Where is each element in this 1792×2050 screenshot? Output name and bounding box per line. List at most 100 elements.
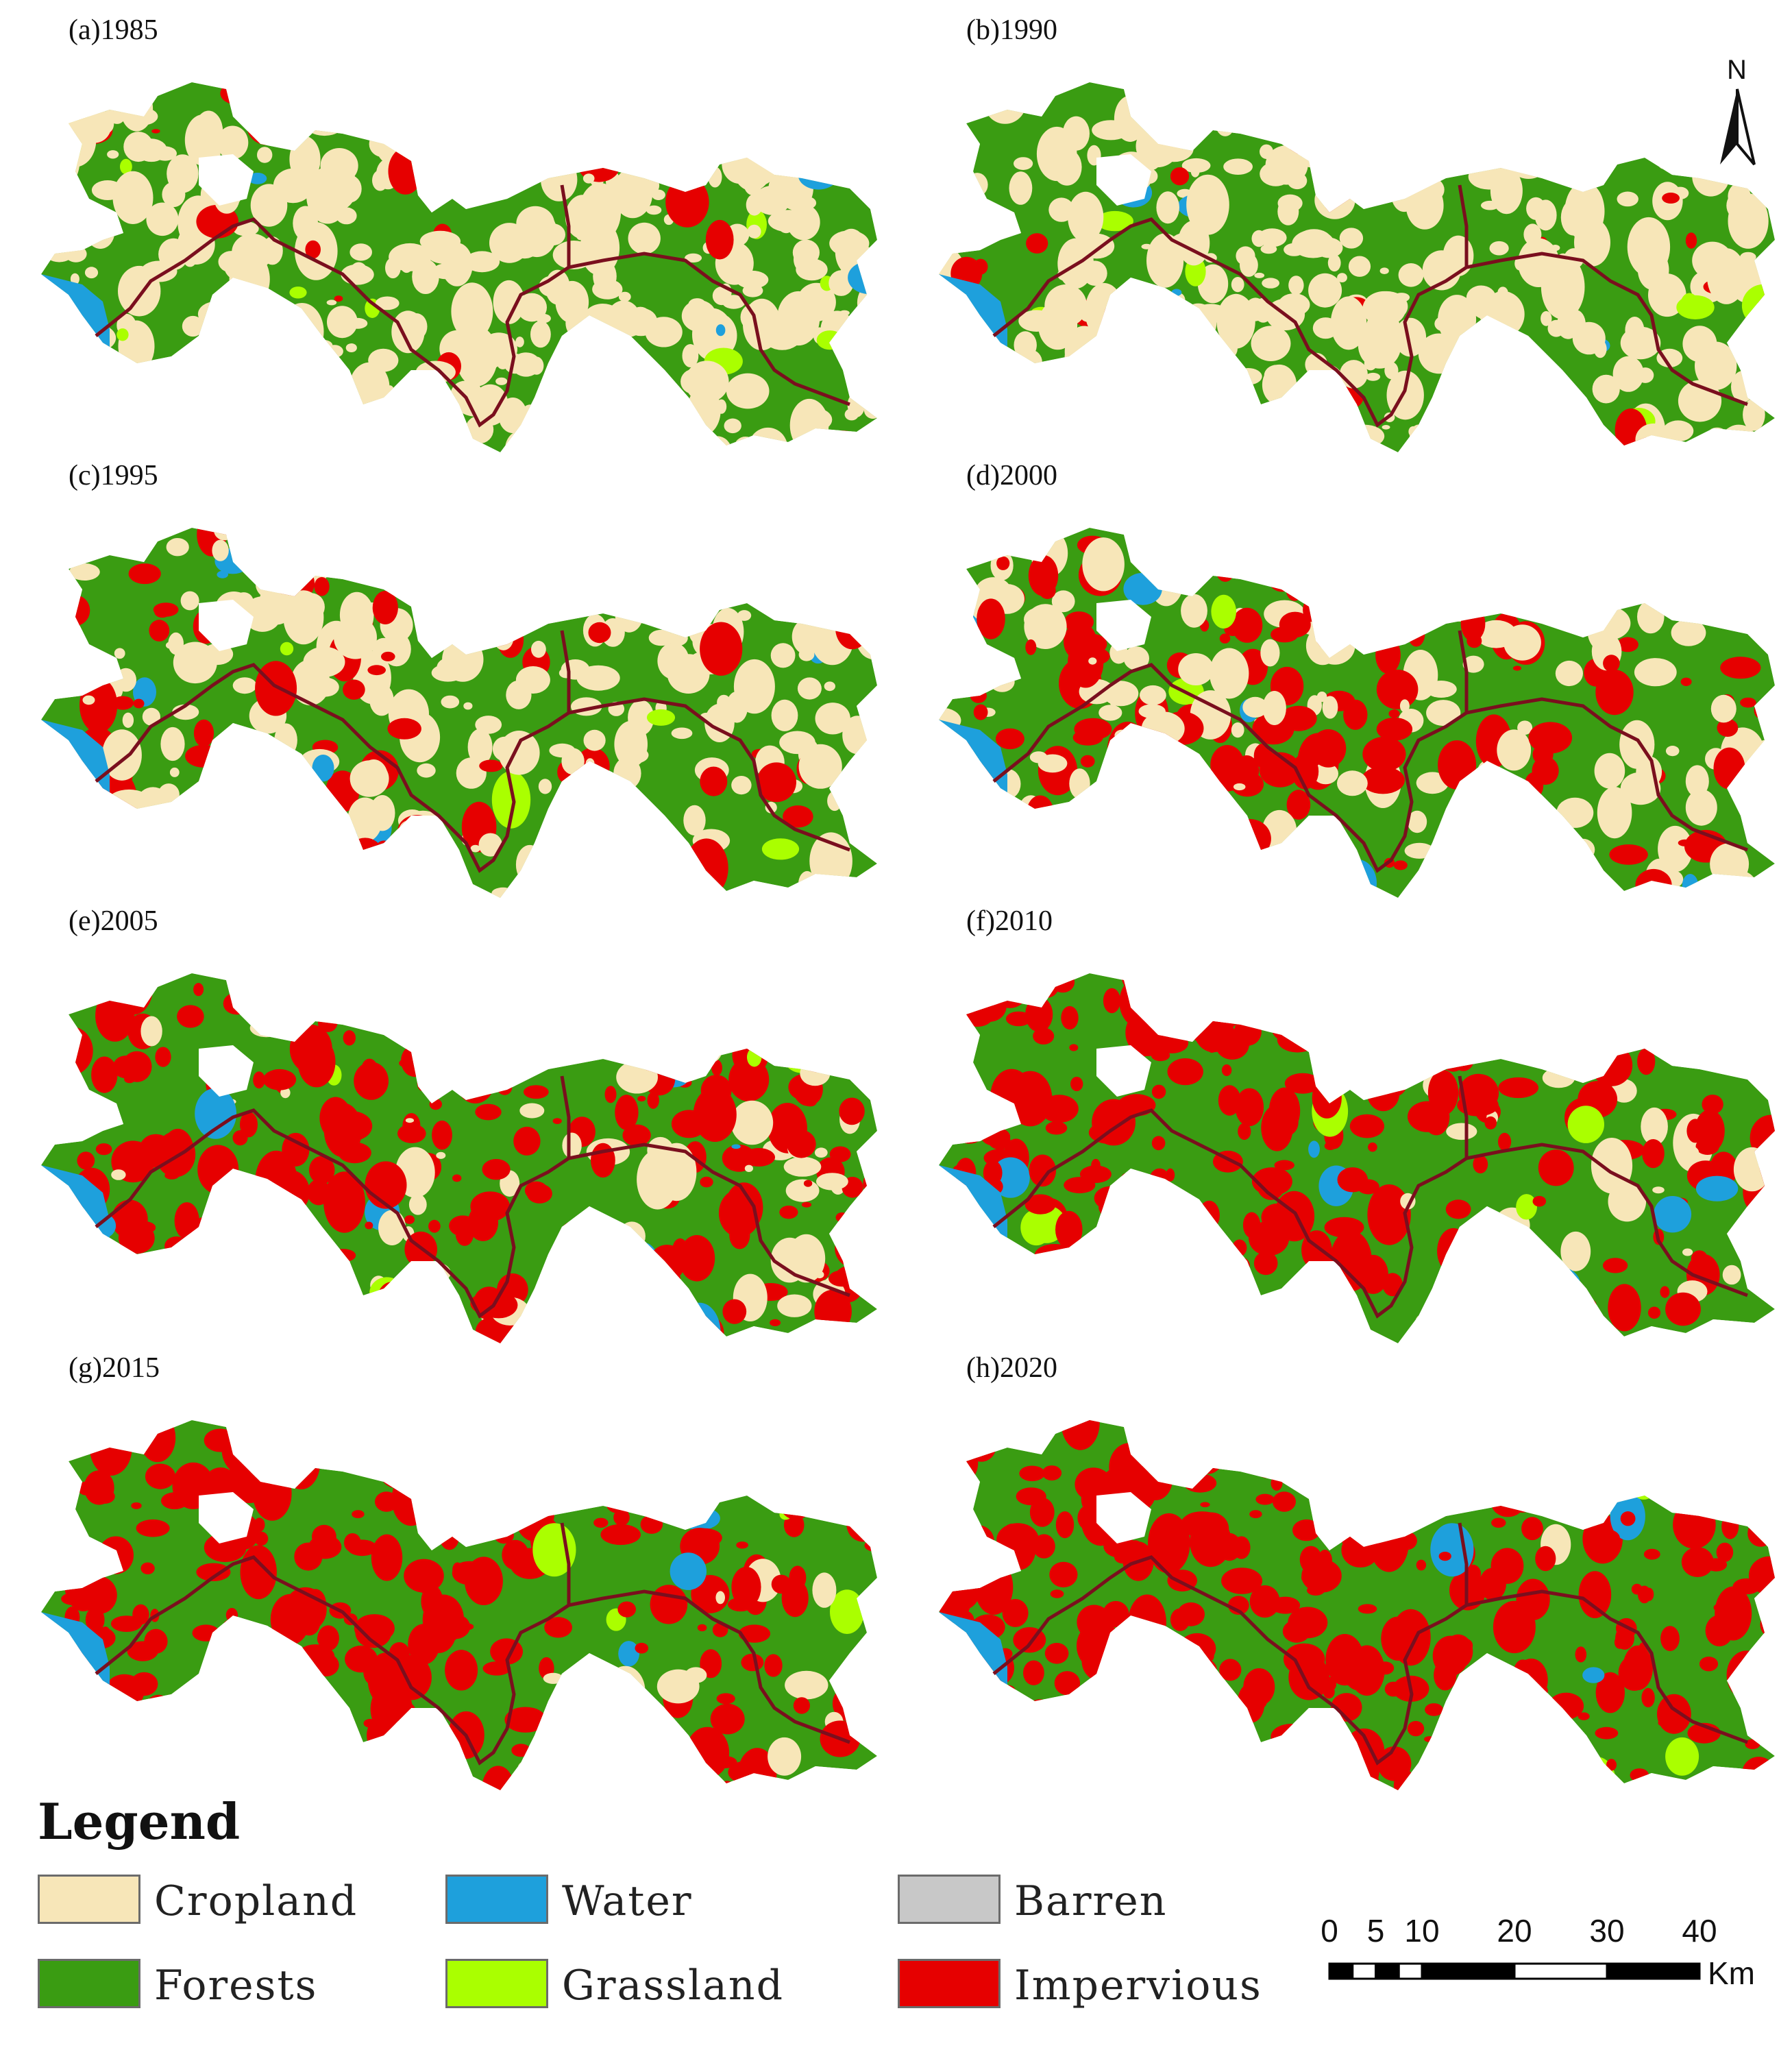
land-cover-patch bbox=[1682, 1248, 1693, 1256]
land-cover-patch bbox=[1702, 539, 1734, 575]
land-cover-patch bbox=[254, 1531, 269, 1546]
land-cover-patch bbox=[217, 125, 249, 160]
land-cover-patch bbox=[1397, 997, 1425, 1014]
land-cover-patch bbox=[72, 880, 85, 894]
land-cover-patch bbox=[118, 385, 160, 417]
land-cover-patch bbox=[539, 133, 556, 147]
land-cover-patch bbox=[941, 615, 959, 633]
land-cover-patch bbox=[1750, 1061, 1767, 1082]
land-cover-patch bbox=[349, 243, 372, 261]
land-cover-patch bbox=[1401, 156, 1441, 201]
land-cover-patch bbox=[1114, 729, 1130, 742]
land-cover-patch bbox=[1398, 263, 1424, 287]
land-cover-patch bbox=[663, 986, 682, 1007]
land-cover-patch bbox=[404, 1559, 444, 1593]
land-cover-patch bbox=[1425, 1703, 1443, 1716]
land-cover-patch bbox=[41, 1421, 79, 1463]
land-cover-patch bbox=[685, 1667, 707, 1683]
land-cover-patch bbox=[262, 1658, 277, 1676]
land-cover-patch bbox=[423, 1770, 447, 1784]
land-cover-patch bbox=[1455, 852, 1473, 876]
land-cover-patch bbox=[1231, 277, 1244, 293]
land-cover-patch bbox=[513, 136, 548, 181]
land-cover-patch bbox=[647, 1420, 676, 1438]
land-cover-patch bbox=[597, 1293, 615, 1319]
land-cover-patch bbox=[1525, 1317, 1558, 1343]
land-cover-patch bbox=[585, 1280, 604, 1299]
land-cover-patch bbox=[460, 554, 482, 577]
land-cover-patch bbox=[1573, 91, 1591, 112]
land-cover-patch bbox=[461, 1782, 471, 1790]
land-cover-patch bbox=[1221, 1567, 1263, 1594]
land-cover-patch bbox=[377, 412, 421, 452]
land-cover-patch bbox=[1527, 1315, 1538, 1321]
land-cover-patch bbox=[1103, 382, 1134, 421]
land-cover-patch bbox=[447, 135, 458, 145]
land-cover-patch bbox=[939, 739, 972, 760]
land-cover-patch bbox=[479, 759, 503, 772]
land-cover-patch bbox=[1276, 1430, 1306, 1450]
land-cover-patch bbox=[1075, 365, 1094, 387]
land-cover-patch bbox=[665, 103, 687, 134]
land-cover-patch bbox=[1284, 243, 1305, 256]
land-cover-patch bbox=[1120, 754, 1164, 796]
land-cover-patch bbox=[1608, 531, 1638, 571]
land-cover-patch bbox=[305, 240, 321, 259]
land-cover-patch bbox=[1556, 797, 1594, 828]
land-cover-patch bbox=[1135, 1429, 1149, 1439]
land-cover-patch bbox=[69, 1292, 79, 1301]
land-cover-patch bbox=[425, 550, 446, 579]
land-cover-patch bbox=[355, 1617, 392, 1648]
land-cover-patch bbox=[1234, 1742, 1277, 1790]
land-cover-patch bbox=[1294, 85, 1318, 114]
land-cover-patch bbox=[1451, 594, 1473, 607]
land-cover-patch bbox=[793, 1697, 810, 1714]
land-cover-patch bbox=[1713, 747, 1745, 790]
land-cover-patch bbox=[1481, 200, 1499, 210]
land-cover-patch bbox=[289, 528, 319, 558]
land-cover-patch bbox=[858, 157, 877, 195]
land-cover-patch bbox=[300, 1265, 335, 1305]
land-cover-patch bbox=[981, 419, 1011, 452]
land-cover-patch bbox=[1057, 822, 1081, 834]
legend-label: Impervious bbox=[1014, 1962, 1262, 2010]
land-cover-patch bbox=[1429, 1031, 1438, 1042]
land-cover-patch bbox=[1504, 443, 1523, 452]
land-cover-patch bbox=[1418, 87, 1434, 103]
land-cover-patch bbox=[757, 1025, 775, 1047]
land-cover-patch bbox=[733, 148, 771, 191]
land-cover-patch bbox=[1221, 1064, 1232, 1076]
land-cover-patch bbox=[939, 297, 968, 325]
land-cover-patch bbox=[1424, 442, 1443, 452]
land-cover-patch bbox=[467, 1204, 499, 1241]
panel-label: (h)2020 bbox=[966, 1352, 1057, 1384]
land-cover-patch bbox=[1081, 430, 1119, 452]
land-cover-patch bbox=[643, 549, 683, 576]
land-cover-patch bbox=[536, 1420, 565, 1455]
land-cover-patch bbox=[193, 983, 204, 997]
land-cover-patch bbox=[1448, 1733, 1480, 1757]
land-cover-patch bbox=[111, 368, 148, 388]
land-cover-patch bbox=[99, 114, 114, 134]
land-cover-patch bbox=[1514, 1322, 1551, 1343]
land-cover-patch bbox=[1096, 210, 1133, 232]
land-cover-patch bbox=[631, 1699, 642, 1716]
land-cover-patch bbox=[656, 1269, 681, 1287]
land-cover-patch bbox=[134, 431, 147, 445]
land-cover-patch bbox=[1211, 1785, 1230, 1790]
land-cover-patch bbox=[1390, 593, 1407, 616]
land-cover-patch bbox=[514, 890, 523, 898]
land-cover-patch bbox=[1680, 293, 1699, 319]
land-cover-patch bbox=[1105, 812, 1141, 849]
land-cover-patch bbox=[217, 570, 229, 578]
land-cover-patch bbox=[1404, 842, 1434, 859]
land-cover-patch bbox=[1679, 1420, 1698, 1434]
land-cover-patch bbox=[132, 1604, 149, 1625]
land-cover-patch bbox=[98, 1536, 134, 1574]
land-cover-patch bbox=[193, 400, 215, 428]
land-cover-patch bbox=[1431, 886, 1464, 898]
land-cover-patch bbox=[955, 1328, 981, 1343]
land-cover-patch bbox=[857, 426, 877, 444]
land-cover-patch bbox=[981, 1127, 1011, 1147]
land-cover-patch bbox=[957, 1529, 984, 1567]
